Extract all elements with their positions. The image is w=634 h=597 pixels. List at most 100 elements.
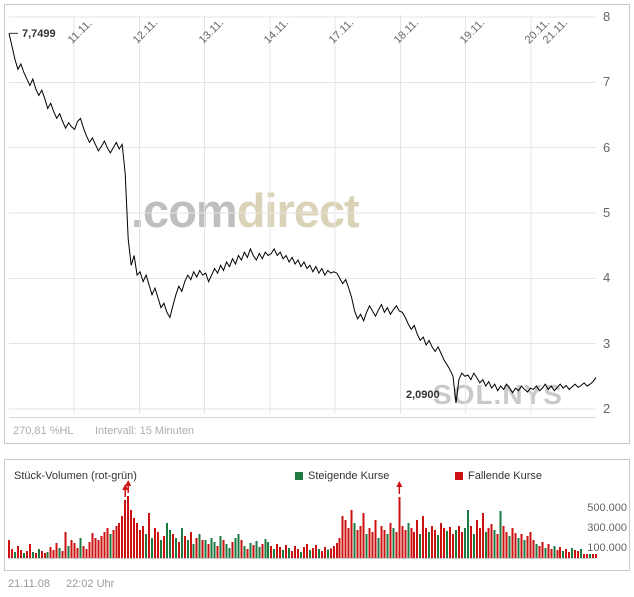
price-axis-label: 8 <box>603 9 611 24</box>
volume-bar <box>386 534 389 558</box>
volume-bar <box>118 523 121 558</box>
volume-bar <box>368 528 371 558</box>
volume-bar <box>267 542 270 558</box>
volume-bar <box>443 528 445 558</box>
volume-bar <box>449 527 451 558</box>
volume-bar <box>297 549 299 558</box>
volume-spike-arrow-icon <box>122 484 129 490</box>
legend-falling-label: Fallende Kurse <box>468 470 542 482</box>
volume-bar <box>341 516 344 558</box>
volume-bar <box>228 548 231 558</box>
volume-bar <box>294 546 297 558</box>
volume-bar <box>428 532 431 558</box>
volume-bar <box>347 528 350 558</box>
volume-bar <box>484 532 487 558</box>
volume-bar <box>258 547 261 558</box>
symbol-watermark: SOL.NYS <box>433 379 563 410</box>
volume-bar <box>291 551 294 558</box>
volume-bar <box>389 523 392 558</box>
volume-bar <box>580 549 583 558</box>
volume-axis-label: 300.000 <box>583 522 627 534</box>
volume-bar <box>234 538 237 558</box>
volume-bar <box>37 549 40 558</box>
range-percent-label: 270,81 %HL <box>13 425 74 437</box>
volume-bar <box>300 552 302 558</box>
volume-bar <box>425 528 428 558</box>
volume-bar <box>323 547 326 558</box>
volume-bar <box>40 551 43 558</box>
volume-bar <box>91 533 94 558</box>
volume-bar <box>157 532 159 558</box>
volume-bar <box>14 552 16 558</box>
volume-bar <box>207 544 210 558</box>
volume-bar <box>496 534 499 558</box>
volume-bar <box>34 553 37 558</box>
volume-bar <box>466 510 469 558</box>
volume-bar <box>422 516 425 558</box>
volume-bar <box>165 523 168 558</box>
volume-bar <box>198 534 201 558</box>
price-axis-label: 3 <box>603 335 611 351</box>
volume-bar <box>344 520 347 558</box>
volume-bar <box>463 528 466 558</box>
volume-bar <box>517 538 520 558</box>
volume-bar <box>583 552 586 558</box>
volume-bar <box>174 538 177 558</box>
volume-bar <box>270 546 273 558</box>
volume-bar <box>401 526 404 558</box>
volume-bar <box>225 544 228 558</box>
volume-bar <box>148 513 150 558</box>
volume-bar <box>419 534 422 558</box>
volume-bar <box>416 520 419 558</box>
interval-label: Intervall: 15 Minuten <box>95 425 195 437</box>
volume-bar <box>338 538 341 558</box>
volume-bar <box>508 536 511 558</box>
volume-bar <box>52 550 55 558</box>
volume-bar <box>219 536 222 558</box>
volume-bar <box>455 530 457 558</box>
volume-bar <box>383 530 386 558</box>
volume-bar <box>398 497 401 558</box>
volume-bar <box>437 535 440 558</box>
volume-bar <box>28 544 31 558</box>
volume-bar <box>490 524 493 558</box>
volume-spike-arrow-icon <box>125 480 132 486</box>
start-price-annotation: 7,7499 <box>22 28 56 40</box>
volume-bar <box>571 548 574 558</box>
volume-bar <box>151 538 153 558</box>
volume-bar <box>85 549 88 558</box>
volume-bar <box>231 542 234 558</box>
volume-bar <box>201 540 204 558</box>
volume-bar <box>326 549 329 558</box>
volume-chart-panel: Stück-Volumen (rot-grün) Steigende Kurse… <box>4 459 630 571</box>
low-price-annotation: 2,0900 <box>406 389 440 401</box>
volume-bar <box>380 526 383 558</box>
volume-bar <box>392 528 395 558</box>
volume-bar <box>124 500 127 558</box>
comdirect-watermark: .comdirect <box>131 183 360 238</box>
volume-bar <box>19 550 22 558</box>
volume-bar <box>88 542 91 558</box>
price-axis-label: 4 <box>603 270 611 286</box>
volume-bar <box>133 518 136 558</box>
volume-bar <box>553 546 556 558</box>
volume-bar <box>475 520 478 558</box>
volume-bar <box>532 540 535 558</box>
volume-bar <box>395 532 398 558</box>
volume-bar <box>481 513 484 558</box>
volume-bar <box>529 532 532 558</box>
volume-bar <box>127 496 130 558</box>
volume-bar <box>64 532 67 558</box>
volume-bar <box>31 552 34 558</box>
volume-bar <box>11 549 13 558</box>
volume-bar <box>565 549 568 558</box>
date-label: 21.11.08 <box>8 578 51 590</box>
volume-bar <box>457 526 460 558</box>
volume-bar <box>49 547 52 558</box>
volume-bar <box>359 526 362 558</box>
volume-bar <box>273 549 276 558</box>
volume-bar <box>109 534 112 558</box>
volume-bar <box>180 528 183 558</box>
volume-bar <box>452 534 454 558</box>
volume-bar <box>365 534 368 558</box>
